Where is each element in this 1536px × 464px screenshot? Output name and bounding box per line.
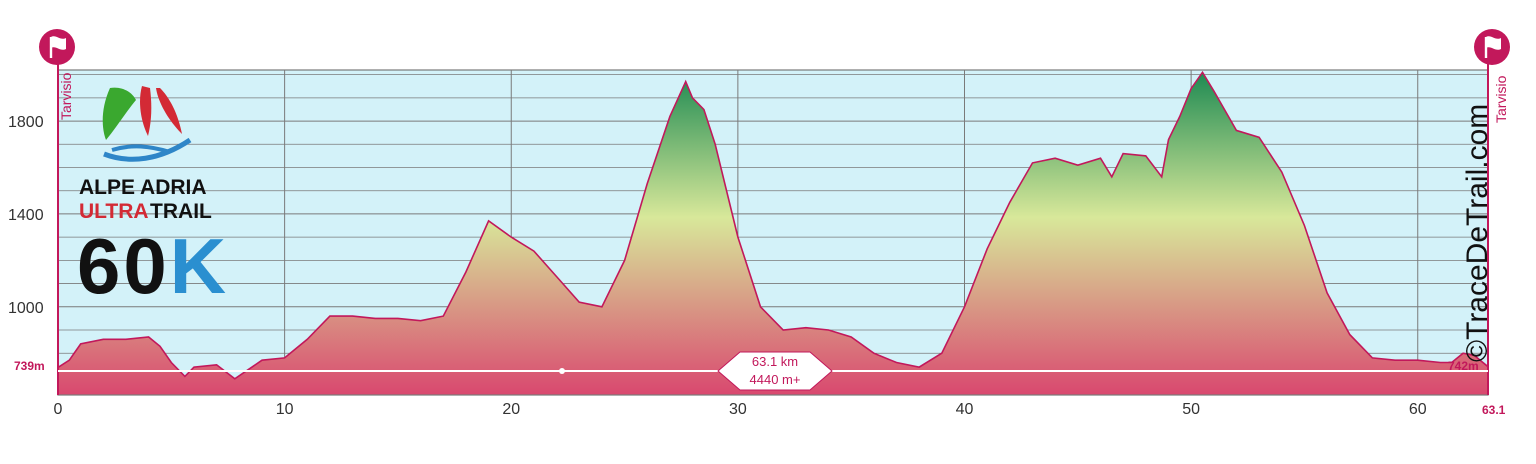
logo-distance: 60K (77, 222, 229, 310)
logo-wave-icon (103, 137, 192, 162)
total-distance-label: 63.1 km (752, 354, 798, 369)
x-tick-label: 40 (956, 401, 974, 418)
end-location-label: Tarvisio (1493, 75, 1509, 123)
start-flag-icon (39, 29, 75, 65)
x-axis-ticks: 0 10 20 30 40 50 60 (54, 401, 1427, 418)
x-tick-label: 20 (502, 401, 520, 418)
x-tick-label: 60 (1409, 401, 1427, 418)
y-tick-label: 1400 (8, 207, 44, 224)
summary-dot (559, 368, 565, 374)
credit-watermark: ©TraceDeTrail.com (1461, 104, 1494, 362)
logo-title-line1: ALPE ADRIA (79, 176, 207, 199)
logo-title-line2: ULTRA TRAIL (79, 200, 212, 223)
race-logo: ALPE ADRIA ULTRA TRAIL 60K (77, 86, 229, 310)
start-altitude-label: 739m (14, 359, 45, 373)
summary-badge (717, 351, 833, 391)
x-tick-label: 50 (1182, 401, 1200, 418)
end-altitude-label: 742m (1448, 359, 1479, 373)
y-axis-ticks: 1000 1400 1800 (8, 114, 44, 317)
logo-red-sail-icon (156, 88, 182, 134)
end-flag-icon (1474, 29, 1510, 65)
x-tick-label: 0 (54, 401, 63, 418)
x-tick-label: 10 (276, 401, 294, 418)
y-tick-label: 1000 (8, 300, 44, 317)
x-axis-end-label: 63.1 (1482, 403, 1506, 417)
start-location-label: Tarvisio (58, 72, 74, 120)
logo-wave-icon (111, 144, 171, 154)
logo-green-sail-icon (102, 87, 136, 140)
y-tick-label: 1800 (8, 114, 44, 131)
total-gain-label: 4440 m+ (750, 372, 801, 387)
elevation-line (58, 70, 1488, 380)
x-tick-label: 30 (729, 401, 747, 418)
elevation-area (58, 72, 1488, 395)
logo-red-sail-icon (140, 86, 152, 136)
